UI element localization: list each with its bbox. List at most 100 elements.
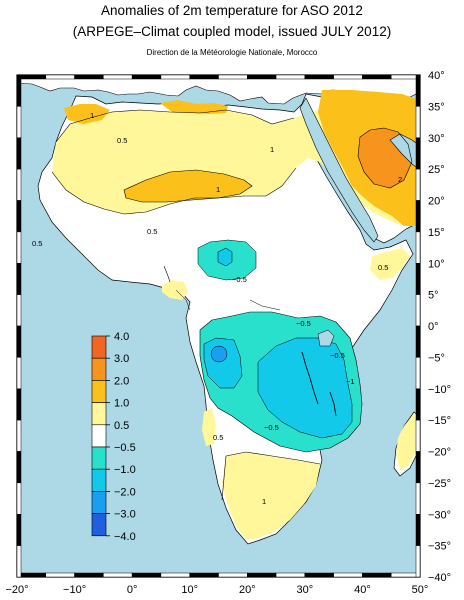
frame-segment [16, 137, 22, 170]
lon-tick-label: −20° [5, 584, 28, 596]
lat-tick-label: 5° [428, 290, 439, 302]
contour-label-group: 0.5 0.5 1 0.5 1 1 2 −0.5 −0.5 −0.5 −1 −0… [32, 111, 402, 506]
gabon-anomaly-neg-peak [210, 345, 228, 363]
map-subtitle: (ARPEGE–Climat coupled model, issued JUL… [72, 24, 392, 39]
frame-segment [45, 74, 75, 80]
frame-segment [415, 451, 421, 484]
legend-swatch [91, 402, 107, 426]
lon-tick-label: 0° [127, 584, 138, 596]
contour-label: −0.5 [232, 275, 247, 284]
frame-segment [415, 419, 421, 452]
legend-swatch [91, 446, 107, 470]
frame-segment [189, 74, 219, 80]
legend-swatch [91, 491, 107, 514]
contour-lines [51, 109, 413, 501]
contour-label: 0.5 [117, 136, 127, 145]
map-credit: Direction de la Météorologie Nationale, … [146, 48, 318, 57]
contour-label: −1 [346, 377, 355, 386]
frame-segment [131, 572, 162, 578]
frame-segment [390, 572, 421, 578]
frame-segment [16, 231, 22, 264]
frame-segment [362, 572, 392, 578]
lat-tick-label: −30° [428, 509, 451, 521]
frame-segment [16, 200, 22, 233]
maghreb-anomaly-1 [64, 104, 110, 124]
contour-label: 0.5 [32, 239, 42, 248]
contour-label: 1 [262, 497, 266, 506]
volta-lake [163, 265, 171, 283]
frame-segment [415, 106, 421, 138]
legend-swatch [91, 513, 107, 537]
legend-label: 4.0 [114, 331, 129, 343]
frame-segment [16, 419, 22, 452]
frame-segment [275, 74, 306, 80]
lake-tanganyika [301, 351, 319, 405]
frame-segment [131, 74, 162, 80]
frame-segment [16, 325, 22, 358]
legend-label: −0.5 [114, 442, 136, 454]
frame-segment [103, 572, 133, 578]
lat-tick-label: −40° [428, 572, 451, 584]
frame-segment [415, 482, 421, 515]
frame-segment [16, 74, 22, 107]
frame-segment [16, 451, 22, 484]
contour-label: −0.5 [296, 319, 311, 328]
lon-tick-label: 10° [181, 584, 198, 596]
libya-anomaly-1 [160, 100, 228, 114]
legend-label: −3.0 [114, 509, 136, 521]
legend-label: 2.0 [114, 375, 129, 387]
frame-segment [304, 572, 334, 578]
legend-swatch [91, 380, 107, 403]
angola-coast-anomaly [202, 408, 216, 446]
lat-axis-labels: 40° 35° 30° 25° 20° 15° 10° 5° 0° −5° −10° −15° −20°… [428, 70, 451, 584]
frame-segment [16, 294, 22, 327]
color-legend: 4.0 3.0 2.0 1.0 0.5 −0.5 −1.0 −2.0 −3.0 −4.0 [91, 331, 136, 543]
frame-segment [415, 388, 421, 421]
frame-segment [160, 572, 190, 578]
legend-swatch [91, 424, 107, 448]
lake-victoria [317, 329, 335, 347]
frame-segment [247, 572, 277, 578]
frame-segment [218, 572, 248, 578]
legend-label: −2.0 [114, 486, 136, 498]
frame-segment [415, 545, 421, 578]
lat-tick-label: 30° [428, 133, 445, 145]
lat-tick-label: 20° [428, 196, 445, 208]
frame-segment [218, 74, 248, 80]
lat-tick-label: 0° [428, 321, 439, 333]
legend-label: 3.0 [114, 353, 129, 365]
legend-label: −1.0 [114, 464, 136, 476]
frame-segment [362, 74, 392, 80]
lon-axis-labels: −20° −10° 0° 10° 20° 30° 40° 50° [5, 584, 428, 596]
lon-tick-label: −10° [63, 584, 86, 596]
frame-segment [16, 74, 47, 80]
frame-segment [415, 514, 421, 546]
frame-segment [45, 572, 75, 578]
frame-segment [415, 294, 421, 327]
frame-segment [415, 168, 421, 201]
sahel-anomaly-neg-core [217, 247, 233, 267]
lon-tick-label: 20° [239, 584, 256, 596]
legend-label: 0.5 [114, 420, 129, 432]
red-sea [299, 97, 379, 243]
frame-segment [247, 74, 277, 80]
coastline-rivers [175, 289, 281, 311]
lat-tick-label: −20° [428, 447, 451, 459]
frame-segment [415, 74, 421, 107]
lat-tick-label: 25° [428, 164, 445, 176]
frame-segment [16, 357, 22, 389]
lake-malawi [329, 391, 337, 417]
lon-tick-label: 30° [297, 584, 314, 596]
congo-anomaly-neg-core [257, 337, 353, 439]
frame-segment [160, 74, 190, 80]
frame-segment [16, 545, 22, 578]
frame-segment [189, 572, 219, 578]
lat-tick-label: −15° [428, 415, 451, 427]
checker-borders [16, 74, 421, 578]
frame-segment [333, 74, 363, 80]
frame-segment [16, 168, 22, 201]
lat-tick-label: −25° [428, 478, 451, 490]
contour-label: 1 [270, 145, 274, 154]
sahara-anomaly-1 [124, 170, 252, 202]
